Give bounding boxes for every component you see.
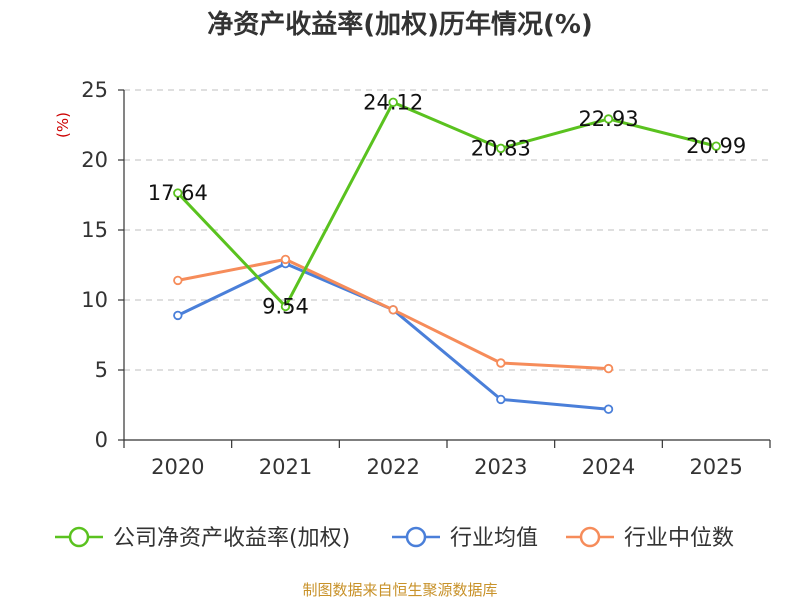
y-tick-label: 15 [81,218,108,242]
x-tick-label: 2023 [474,455,527,479]
y-tick-label: 25 [81,78,108,102]
x-tick-label: 2025 [689,455,742,479]
data-point [388,97,398,108]
data-point [173,188,183,198]
legend-label: 公司净资产收益率(加权) [113,526,350,551]
series-0 [173,97,721,312]
data-point [173,310,183,321]
legend-label: 行业中位数 [624,526,734,551]
legend-swatch-marker [68,526,90,548]
y-tick-label: 5 [95,358,108,382]
source-note: 制图数据来自恒生聚源数据库 [302,581,497,599]
data-point [388,305,398,315]
data-label: 22.93 [578,107,638,131]
series-line [176,100,717,308]
series-1 [173,258,614,414]
grid-lines [124,89,770,371]
data-point [603,404,614,414]
legend-item-2: 行业中位数 [566,526,734,551]
data-point [280,301,291,312]
data-label: 17.64 [148,181,208,205]
chart-title: 净资产收益率(加权)历年情况(%) [207,9,593,40]
data-labels: 17.64 9.54 24.12 20.83 22.93 20.99 [148,90,746,318]
y-axis-unit-label: (%) [54,112,72,138]
data-point [496,358,506,368]
x-tick-label: 2022 [366,455,419,479]
series-lines [173,97,721,414]
legend-item-1: 行业均值 [392,526,538,551]
series-line [177,262,609,411]
data-label: 9.54 [262,294,309,318]
data-label: 20.99 [686,134,746,158]
y-tick-label: 20 [81,148,108,172]
legend-item-0: 公司净资产收益率(加权) [55,526,350,551]
x-tick-label: 2024 [582,455,635,479]
y-tick-label: 10 [81,288,108,312]
data-point [496,394,506,405]
legend: 公司净资产收益率(加权) 行业均值 行业中位数 [55,526,734,551]
data-point [280,254,291,265]
data-point [603,114,614,124]
x-tick-label: 2020 [151,455,204,479]
x-tick-label: 2021 [259,455,312,479]
y-tick-label: 0 [95,428,108,452]
data-point [603,363,614,374]
data-label: 20.83 [471,136,531,160]
series-2 [173,254,614,374]
data-point [711,141,721,151]
legend-swatch-marker [405,526,427,548]
data-point [496,143,506,154]
data-point [173,275,183,286]
legend-swatch-marker [579,526,601,548]
legend-label: 行业均值 [450,526,538,551]
data-label: 24.12 [363,90,423,114]
